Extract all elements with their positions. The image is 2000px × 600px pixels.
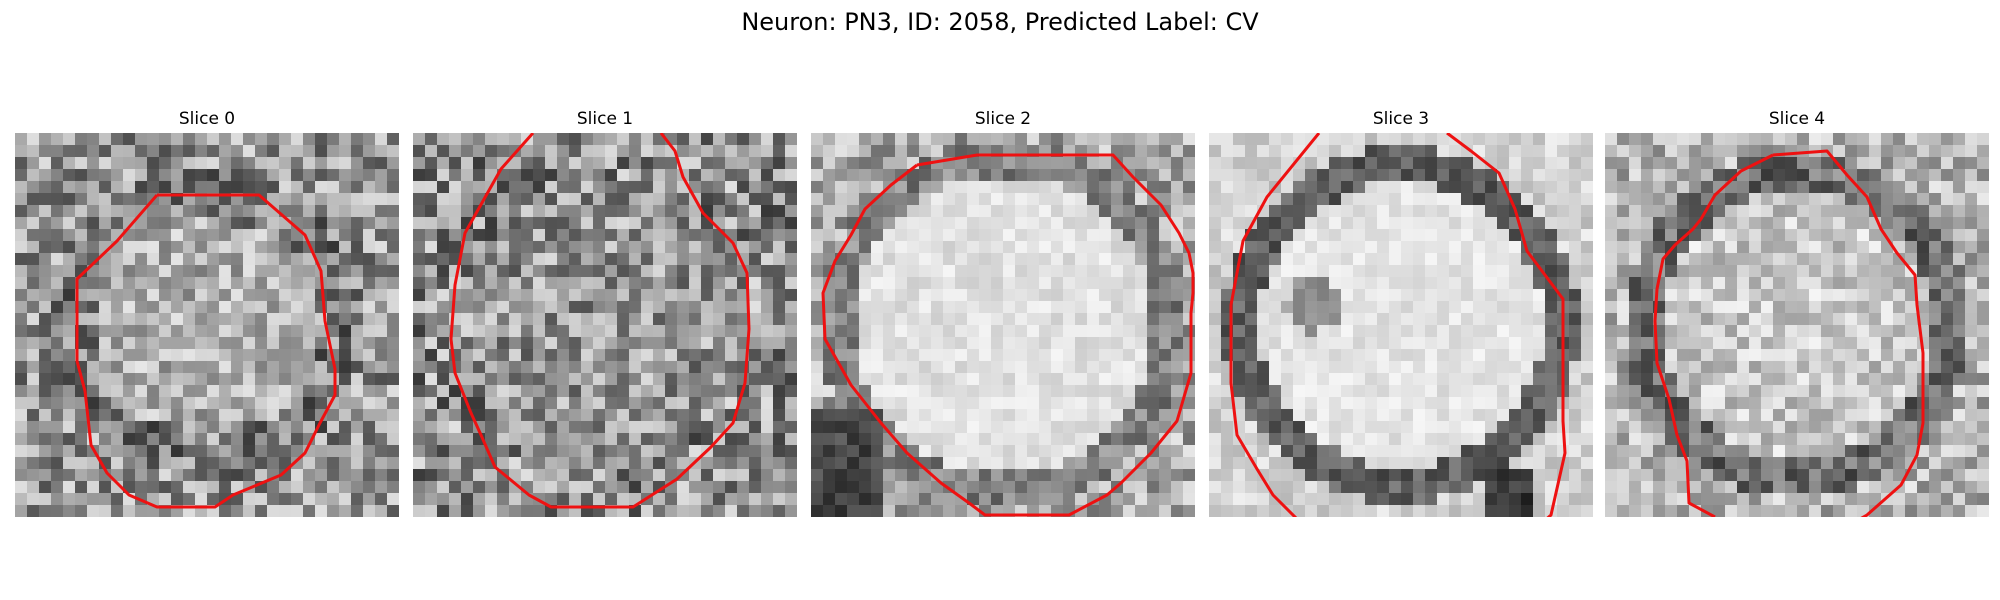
slice-panel-2: Slice 2 [811, 108, 1195, 517]
slice-image [413, 133, 797, 517]
slice-image [1605, 133, 1989, 517]
pixel-grid [1605, 133, 1989, 517]
figure-title: Neuron: PN3, ID: 2058, Predicted Label: … [741, 8, 1259, 36]
slice-title: Slice 1 [576, 109, 634, 129]
slice-panel-0: Slice 0 [15, 108, 399, 517]
slice-panel-4: Slice 4 [1605, 108, 1989, 517]
slice-title: Slice 2 [974, 109, 1032, 129]
contour-line [1229, 133, 1321, 517]
pixel-grid [811, 133, 1195, 517]
slice-panel-1: Slice 1 [413, 108, 797, 517]
contour-line [1772, 149, 1925, 517]
contour-line [75, 193, 337, 509]
slice-title: Slice 4 [1768, 109, 1826, 129]
contour-line [1653, 153, 1774, 517]
contour-line [821, 153, 1195, 517]
slice-image [15, 133, 399, 517]
pixel-grid [15, 133, 399, 517]
pixel-grid [413, 133, 797, 517]
contour-line [1446, 133, 1567, 517]
slice-image [811, 133, 1195, 517]
slice-title: Slice 0 [178, 109, 236, 129]
slice-panel-3: Slice 3 [1209, 108, 1593, 517]
slice-title: Slice 3 [1372, 109, 1430, 129]
contour-line [449, 133, 751, 509]
pixel-grid [1209, 133, 1593, 517]
slice-image [1209, 133, 1593, 517]
